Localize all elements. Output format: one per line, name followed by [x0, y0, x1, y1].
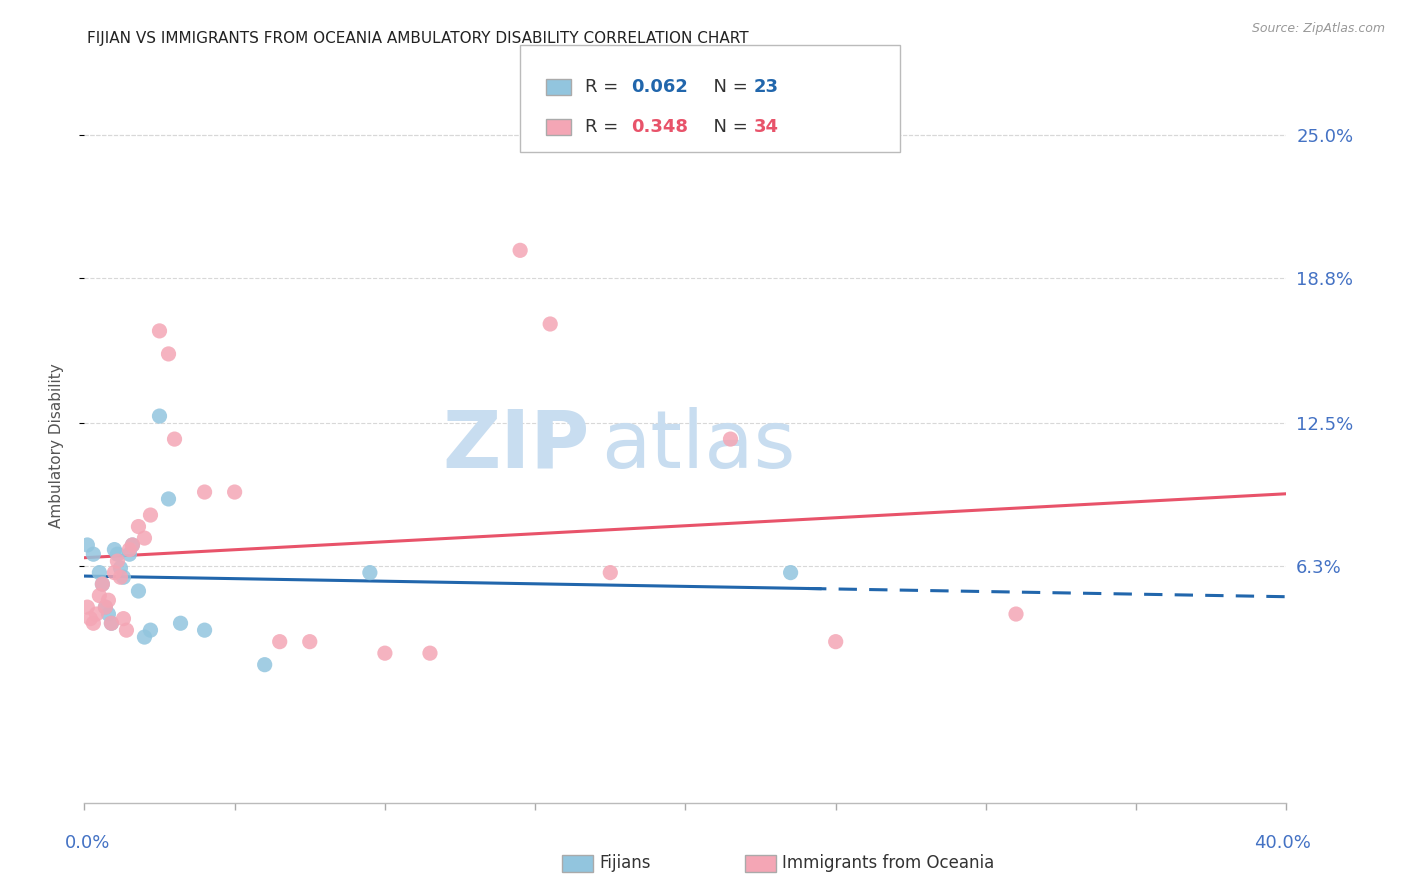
Point [100, 616, 122, 631]
Point [82, 547, 104, 561]
Point [127, 519, 149, 533]
Point [79, 612, 101, 626]
Text: atlas: atlas [602, 407, 796, 485]
Point [112, 612, 135, 626]
Point [76, 538, 98, 552]
Point [509, 244, 531, 258]
Point [538, 317, 561, 331]
Point [139, 623, 162, 637]
Point [91, 577, 114, 591]
Text: FIJIAN VS IMMIGRANTS FROM OCEANIA AMBULATORY DISABILITY CORRELATION CHART: FIJIAN VS IMMIGRANTS FROM OCEANIA AMBULA… [87, 31, 749, 46]
Point [253, 657, 276, 672]
Point [157, 491, 180, 506]
Point [824, 634, 846, 648]
Point [121, 538, 143, 552]
Point [148, 409, 170, 423]
Point [103, 542, 125, 557]
Point [127, 584, 149, 599]
Text: 34: 34 [754, 118, 779, 136]
Point [148, 324, 170, 338]
Text: 0.0%: 0.0% [65, 834, 110, 852]
Point [720, 432, 742, 446]
Point [89, 589, 111, 603]
Point [419, 646, 441, 660]
Point [118, 547, 141, 561]
Point [163, 432, 186, 446]
Point [89, 566, 111, 580]
Point [107, 554, 129, 568]
Text: Immigrants from Oceania: Immigrants from Oceania [782, 855, 994, 872]
Point [91, 577, 114, 591]
Point [374, 646, 396, 660]
Point [1005, 607, 1028, 621]
Text: 0.062: 0.062 [631, 78, 688, 96]
Point [110, 570, 132, 584]
Text: R =: R = [585, 78, 624, 96]
Point [269, 634, 291, 648]
Point [94, 600, 117, 615]
Text: ZIP: ZIP [441, 407, 589, 485]
Point [107, 547, 129, 561]
Point [139, 508, 162, 522]
Y-axis label: Ambulatory Disability: Ambulatory Disability [49, 364, 63, 528]
Point [224, 485, 246, 500]
Text: Fijians: Fijians [599, 855, 651, 872]
Point [298, 634, 321, 648]
Text: N =: N = [702, 118, 754, 136]
Point [118, 542, 141, 557]
Point [169, 616, 191, 631]
Text: 0.348: 0.348 [631, 118, 689, 136]
Text: R =: R = [585, 118, 624, 136]
Point [359, 566, 381, 580]
Point [94, 600, 117, 615]
Point [194, 623, 217, 637]
Point [112, 570, 135, 584]
Point [86, 607, 108, 621]
Point [157, 347, 180, 361]
Point [110, 561, 132, 575]
Point [76, 600, 98, 615]
Point [97, 593, 120, 607]
Point [103, 566, 125, 580]
Point [599, 566, 621, 580]
Text: N =: N = [702, 78, 754, 96]
Text: Source: ZipAtlas.com: Source: ZipAtlas.com [1251, 22, 1385, 36]
Point [134, 630, 156, 644]
Point [97, 607, 120, 621]
Point [115, 623, 138, 637]
Point [134, 531, 156, 545]
Point [779, 566, 801, 580]
Text: 23: 23 [754, 78, 779, 96]
Point [121, 538, 143, 552]
Point [194, 485, 217, 500]
Point [100, 616, 122, 631]
Point [82, 616, 104, 631]
Text: 40.0%: 40.0% [1254, 834, 1310, 852]
